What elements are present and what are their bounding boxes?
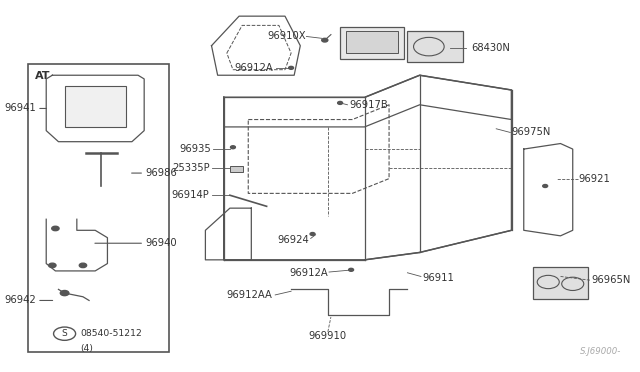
Circle shape: [349, 268, 353, 271]
Circle shape: [49, 263, 56, 267]
Text: 68430N: 68430N: [472, 42, 511, 52]
Text: S: S: [61, 329, 67, 338]
Bar: [230, 166, 243, 172]
Text: (4): (4): [80, 344, 93, 353]
Text: 96912AA: 96912AA: [227, 290, 273, 300]
Text: 96914P: 96914P: [172, 190, 209, 200]
Circle shape: [338, 102, 342, 105]
Text: 96912A: 96912A: [289, 268, 328, 278]
Text: 96942: 96942: [4, 295, 36, 305]
Bar: [65, 86, 126, 127]
Text: 96912A: 96912A: [234, 63, 273, 73]
Text: 96924: 96924: [278, 234, 310, 244]
Text: 96940: 96940: [145, 238, 177, 248]
Text: 96921: 96921: [579, 174, 611, 184]
Text: 96911: 96911: [423, 273, 454, 283]
Text: 96941: 96941: [4, 103, 36, 113]
Text: 96986: 96986: [145, 168, 177, 178]
Bar: [346, 31, 398, 53]
Circle shape: [289, 66, 294, 69]
Circle shape: [322, 38, 328, 42]
Text: AT: AT: [35, 71, 51, 81]
Text: 25335P: 25335P: [173, 163, 211, 173]
Text: 96935: 96935: [180, 144, 212, 154]
Circle shape: [230, 146, 236, 149]
Bar: [340, 27, 404, 59]
Text: 08540-51212: 08540-51212: [80, 329, 142, 338]
Bar: [408, 31, 463, 62]
Text: 96910X: 96910X: [268, 32, 307, 41]
Bar: [533, 267, 588, 299]
Text: 96965N: 96965N: [591, 275, 630, 285]
Text: 96975N: 96975N: [511, 128, 551, 138]
Circle shape: [79, 263, 86, 267]
Circle shape: [543, 185, 548, 187]
Text: 96917B: 96917B: [349, 100, 388, 110]
Text: 969910: 969910: [308, 331, 347, 340]
Text: S.J69000-: S.J69000-: [580, 347, 621, 356]
Circle shape: [310, 232, 315, 235]
Circle shape: [52, 226, 59, 231]
Bar: [28, 64, 169, 352]
Circle shape: [60, 291, 69, 296]
